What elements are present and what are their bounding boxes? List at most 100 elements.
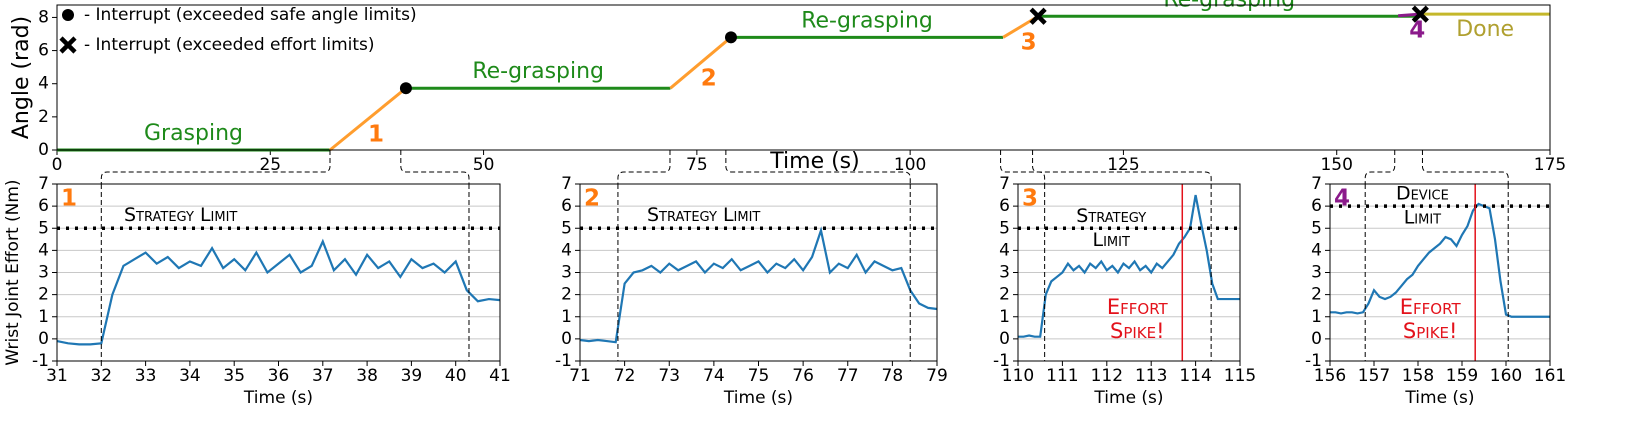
y-tick-label: 6 [561, 196, 572, 216]
limit-label: Strategy [1076, 205, 1146, 227]
y-tick-label: 2 [1311, 285, 1322, 305]
y-tick-label: 0 [38, 329, 49, 349]
x-tick-label: 37 [312, 366, 334, 386]
y-tick-label: 0 [999, 329, 1010, 349]
x-tick-label: 39 [401, 366, 423, 386]
limit-label: Device [1396, 183, 1449, 205]
y-tick-label: 4 [38, 240, 49, 260]
plot-frame [579, 183, 938, 362]
zoom-connector [100, 150, 331, 184]
x-tick-label: 115 [1224, 366, 1256, 386]
x-tick-label: 40 [445, 366, 467, 386]
x-tick-label: 175 [1534, 155, 1566, 175]
x-axis-title: Time (s) [769, 149, 859, 174]
x-tick-label: 111 [1046, 366, 1078, 386]
x-tick-label: 35 [223, 366, 245, 386]
x-tick-label: 79 [926, 366, 948, 386]
segment-label: Re-grasping [1163, 0, 1295, 12]
corner-label: 2 [584, 186, 600, 212]
x-tick-label: 36 [268, 366, 290, 386]
y-tick-label: 6 [38, 196, 49, 216]
segment-label: Grasping [144, 121, 243, 146]
x-tick-label: 75 [748, 366, 770, 386]
y-tick-label: 3 [561, 263, 572, 283]
y-tick-label: 7 [999, 174, 1010, 194]
x-tick-label: 78 [882, 366, 904, 386]
corner-label: 1 [61, 186, 77, 212]
plot-frame [1329, 183, 1551, 362]
interrupt-marker [399, 82, 412, 95]
segment-label: 3 [1021, 29, 1037, 55]
y-tick-label: 5 [1311, 218, 1322, 238]
y-tick-label: 1 [1311, 307, 1322, 327]
spike-label: Effort [1400, 295, 1462, 319]
segment-label: 4 [1409, 17, 1425, 43]
angle-segment [669, 36, 732, 90]
x-tick-label: 34 [179, 366, 201, 386]
y-tick-label: 6 [999, 196, 1010, 216]
interrupt-marker [1029, 7, 1047, 25]
y-tick-label: 5 [999, 218, 1010, 238]
corner-label: 3 [1022, 186, 1038, 212]
plot-frame [56, 4, 1551, 151]
y-tick-label: 1 [999, 307, 1010, 327]
x-tick-label: 100 [894, 155, 926, 175]
segment-label: Done [1456, 17, 1514, 42]
x-tick-label: 112 [1091, 366, 1123, 386]
x-tick-label: 33 [135, 366, 157, 386]
y-tick-label: 4 [1311, 240, 1322, 260]
y-tick-label: 5 [561, 218, 572, 238]
y-tick-label: 1 [38, 307, 49, 327]
effort-line [56, 238, 501, 346]
y-tick-label: 0 [1311, 329, 1322, 349]
limit-label: Limit [1404, 207, 1441, 229]
spike-label: Effort [1107, 295, 1169, 319]
y-tick-label: -1 [993, 351, 1010, 371]
spike-label: Spike! [1403, 319, 1458, 343]
effort-line [579, 226, 938, 344]
interrupt-marker [1411, 5, 1429, 23]
x-tick-label: 0 [52, 155, 63, 175]
x-tick-label: 38 [356, 366, 378, 386]
x-tick-label: 114 [1179, 366, 1211, 386]
angle-segment [1398, 12, 1421, 18]
legend-label: - Interrupt (exceeded effort limits) [84, 35, 375, 55]
x-axis-title: Time (s) [1093, 388, 1163, 408]
legend-label: - Interrupt (exceeded safe angle limits) [84, 5, 417, 25]
x-tick-label: 159 [1446, 366, 1478, 386]
zoom-connector [400, 150, 470, 184]
y-tick-label: 2 [999, 285, 1010, 305]
x-tick-label: 157 [1358, 366, 1390, 386]
x-tick-label: 50 [473, 155, 495, 175]
x-tick-label: 72 [614, 366, 636, 386]
effort-line [1018, 194, 1240, 338]
x-tick-label: 125 [1107, 155, 1139, 175]
x-tick-label: 41 [489, 366, 511, 386]
zoom-connector [1000, 150, 1046, 184]
x-tick-label: 113 [1135, 366, 1167, 386]
effort-line [1330, 202, 1550, 318]
segment-label: Re-grasping [801, 8, 933, 33]
x-tick-label: 31 [46, 366, 68, 386]
y-tick-label: -1 [32, 351, 49, 371]
x-tick-label: 160 [1490, 366, 1522, 386]
segment-label: Re-grasping [472, 59, 604, 84]
x-tick-label: 161 [1534, 366, 1566, 386]
zoom-connector [1364, 150, 1396, 184]
x-tick-label: 25 [259, 155, 281, 175]
x-tick-label: 76 [792, 366, 814, 386]
limit-label: Strategy Limit [124, 204, 237, 226]
y-tick-label: 7 [1311, 174, 1322, 194]
y-tick-label: 7 [561, 174, 572, 194]
y-axis-title: Wrist Joint Effort (Nm) [3, 179, 23, 365]
y-tick-label: 2 [561, 285, 572, 305]
segment-label: 1 [368, 122, 384, 148]
zoom-connector [725, 150, 911, 184]
x-axis-title: Time (s) [723, 388, 793, 408]
y-tick-label: 3 [1311, 263, 1322, 283]
segment-label: 2 [701, 65, 717, 91]
legend-symbol [59, 36, 77, 54]
y-tick-label: 1 [561, 307, 572, 327]
y-axis-title: Angle (rad) [9, 16, 34, 139]
x-tick-label: 32 [90, 366, 112, 386]
